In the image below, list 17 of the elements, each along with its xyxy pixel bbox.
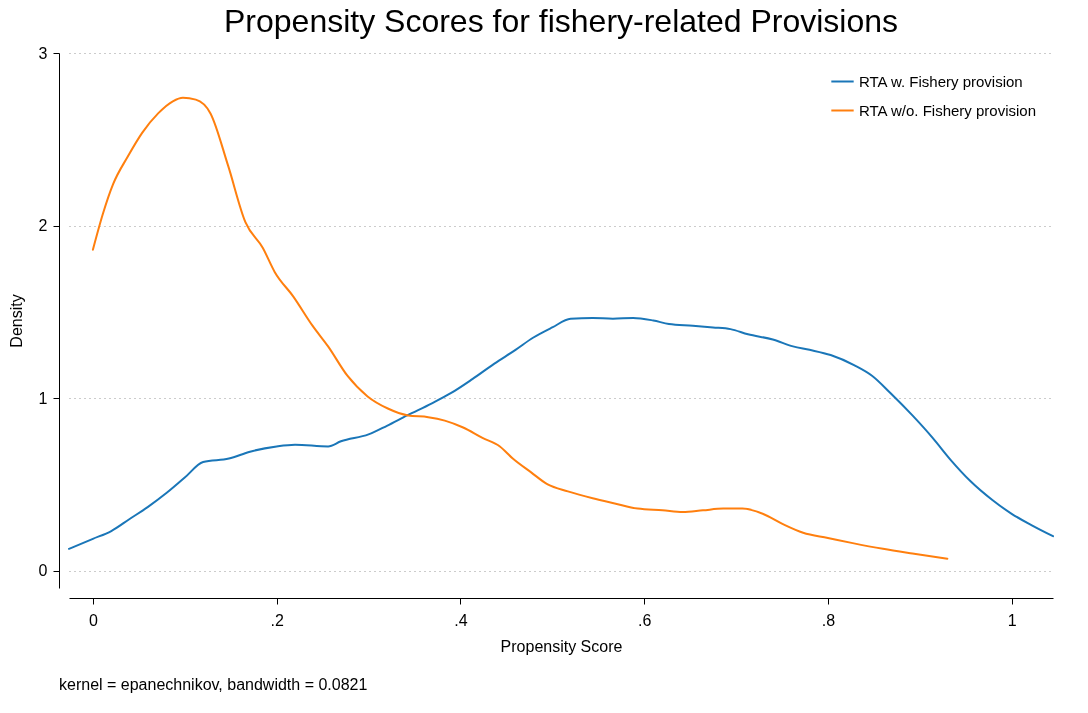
text: kernel = epanechnikov, bandwidth = 0.0821 bbox=[59, 676, 368, 693]
y-tick-label: 1 bbox=[38, 389, 48, 407]
x-tick-label: 1 bbox=[1007, 611, 1017, 629]
line-series bbox=[68, 316, 1054, 550]
x-tick-label: 0 bbox=[88, 611, 98, 629]
legend-label: RTA w. Fishery provision bbox=[859, 72, 1023, 90]
x-tick-label: .4 bbox=[454, 611, 468, 629]
x-axis-title: Propensity Score bbox=[500, 637, 623, 655]
y-tick-label: 3 bbox=[38, 44, 48, 62]
x-tick-label: .2 bbox=[270, 611, 284, 629]
x-tick-label: .6 bbox=[637, 611, 652, 629]
chart-title: Propensity Scores for fishery-related Provisions bbox=[223, 3, 899, 39]
y-tick-label: 0 bbox=[38, 562, 48, 580]
y-tick-label: 2 bbox=[38, 217, 48, 235]
legend-label: RTA w/o. Fishery provision bbox=[859, 101, 1037, 119]
x-tick-label: .8 bbox=[821, 611, 836, 629]
y-axis-title: Density bbox=[7, 294, 25, 348]
